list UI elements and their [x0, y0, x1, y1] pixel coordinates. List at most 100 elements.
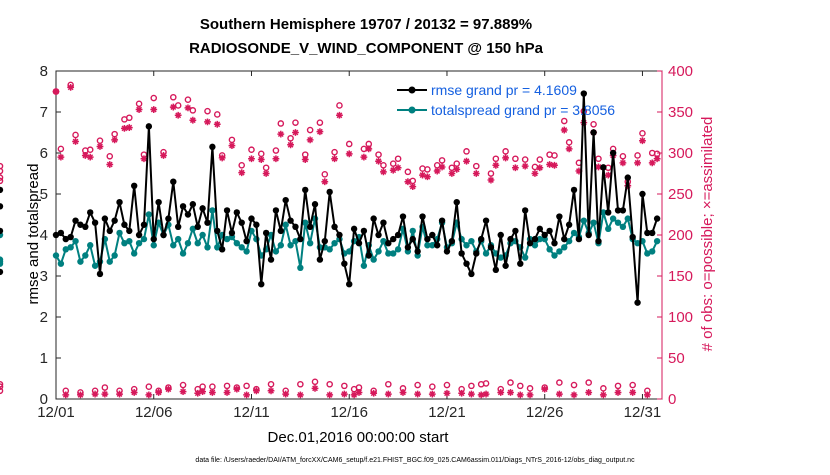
rmse-point: [287, 217, 294, 224]
totalspread-point: [121, 240, 128, 247]
rmse-point: [653, 215, 661, 222]
rmse-point: [644, 229, 651, 237]
totalspread-point: [67, 244, 74, 251]
rmse-point: [619, 207, 627, 214]
rmse-point: [77, 221, 84, 228]
obs-assimilated-marker: [91, 390, 99, 398]
totalspread-point: [521, 254, 529, 261]
totalspread-point: [199, 231, 206, 239]
y-right-tick-label: 150: [668, 268, 693, 285]
x-tick-label: 12/21: [428, 404, 466, 421]
obs-possible-marker: [169, 93, 177, 101]
obs-possible-marker: [487, 170, 495, 177]
obs-possible-marker: [345, 140, 353, 148]
y-right-tick-label: 250: [668, 186, 693, 203]
obs-possible-marker: [287, 134, 294, 142]
obs-assimilated-marker: [463, 157, 470, 165]
totalspread-point: [609, 215, 617, 222]
obs-possible-marker: [248, 146, 255, 154]
obs-assimilated-marker: [575, 167, 583, 175]
obs-assimilated-marker: [282, 390, 290, 398]
rmse-point: [72, 217, 79, 224]
totalspread-point: [297, 264, 304, 271]
totalspread-point: [429, 242, 436, 249]
obs-assimilated-marker: [653, 155, 661, 163]
rmse-point: [243, 237, 250, 245]
rmse-point: [487, 244, 495, 251]
obs-assimilated-marker: [389, 166, 397, 174]
obs-possible-marker: [619, 152, 627, 160]
y-left-tick-label: 4: [40, 227, 48, 244]
rmse-point: [639, 190, 646, 198]
obs-assimilated-marker: [116, 390, 123, 398]
rmse-point: [590, 129, 597, 136]
totalspread-point: [468, 237, 475, 245]
obs-assimilated-marker: [301, 156, 309, 163]
rmse-point: [492, 266, 500, 274]
rmse-point: [267, 256, 275, 263]
rmse-point: [531, 235, 539, 243]
rmse-point: [375, 231, 382, 239]
totalspread-point: [62, 246, 69, 253]
rmse-point: [0, 203, 4, 210]
rmse-point: [238, 219, 245, 226]
obs-assimilated-marker: [458, 389, 466, 397]
rmse-point: [126, 227, 133, 235]
obs-possible-marker: [101, 384, 109, 391]
obs-assimilated-marker: [135, 106, 143, 113]
rmse-point: [189, 201, 197, 208]
obs-assimilated-marker: [419, 171, 426, 179]
x-tick-label: 12/11: [233, 404, 269, 421]
totalspread-point: [600, 209, 607, 216]
rmse-point: [502, 262, 509, 269]
obs-assimilated-marker: [648, 159, 656, 167]
rmse-point: [453, 199, 460, 206]
obs-possible-marker: [472, 162, 480, 170]
obs-assimilated-marker: [536, 164, 544, 172]
obs-possible-marker: [385, 380, 392, 388]
rmse-point: [473, 250, 480, 257]
rmse-point: [253, 221, 260, 228]
rmse-point: [380, 219, 387, 226]
obs-possible-marker: [507, 379, 514, 386]
obs-possible-marker: [331, 148, 338, 156]
rmse-point: [214, 227, 221, 235]
obs-assimilated-marker: [267, 387, 275, 395]
rmse-point: [179, 203, 187, 210]
obs-assimilated-marker: [252, 387, 260, 395]
totalspread-point: [649, 248, 656, 255]
legend-marker: [408, 106, 416, 114]
totalspread-point: [72, 237, 79, 245]
obs-assimilated-marker: [399, 389, 407, 396]
obs-assimilated-marker: [619, 159, 627, 167]
obs-possible-marker: [463, 148, 470, 155]
obs-assimilated-marker: [223, 389, 231, 396]
obs-assimilated-marker: [77, 391, 84, 399]
obs-possible-marker: [394, 155, 402, 163]
x-tick-label: 12/06: [135, 404, 173, 421]
totalspread-point: [380, 237, 387, 245]
obs-assimilated-marker: [365, 145, 373, 153]
obs-assimilated-marker: [277, 130, 285, 138]
rmse-point: [517, 260, 524, 267]
obs-assimilated-marker: [125, 124, 133, 131]
obs-possible-marker: [267, 380, 275, 388]
obs-possible-marker: [556, 379, 563, 386]
obs-assimilated-marker: [360, 153, 368, 161]
rmse-point: [390, 235, 397, 243]
obs-assimilated-marker: [67, 84, 75, 91]
rmse-point: [199, 205, 206, 212]
rmse-line: [55, 93, 659, 303]
rmse-point: [570, 186, 578, 194]
totalspread-point: [126, 237, 133, 245]
rmse-point: [150, 235, 157, 243]
y-right-tick-label: 100: [668, 309, 693, 326]
rmse-point: [272, 207, 280, 214]
rmse-point: [624, 174, 631, 181]
obs-possible-marker: [72, 131, 79, 139]
obs-assimilated-marker: [218, 154, 226, 162]
obs-possible-marker: [292, 119, 299, 126]
rmse-point: [424, 235, 431, 243]
obs-assimilated-marker: [404, 178, 412, 186]
